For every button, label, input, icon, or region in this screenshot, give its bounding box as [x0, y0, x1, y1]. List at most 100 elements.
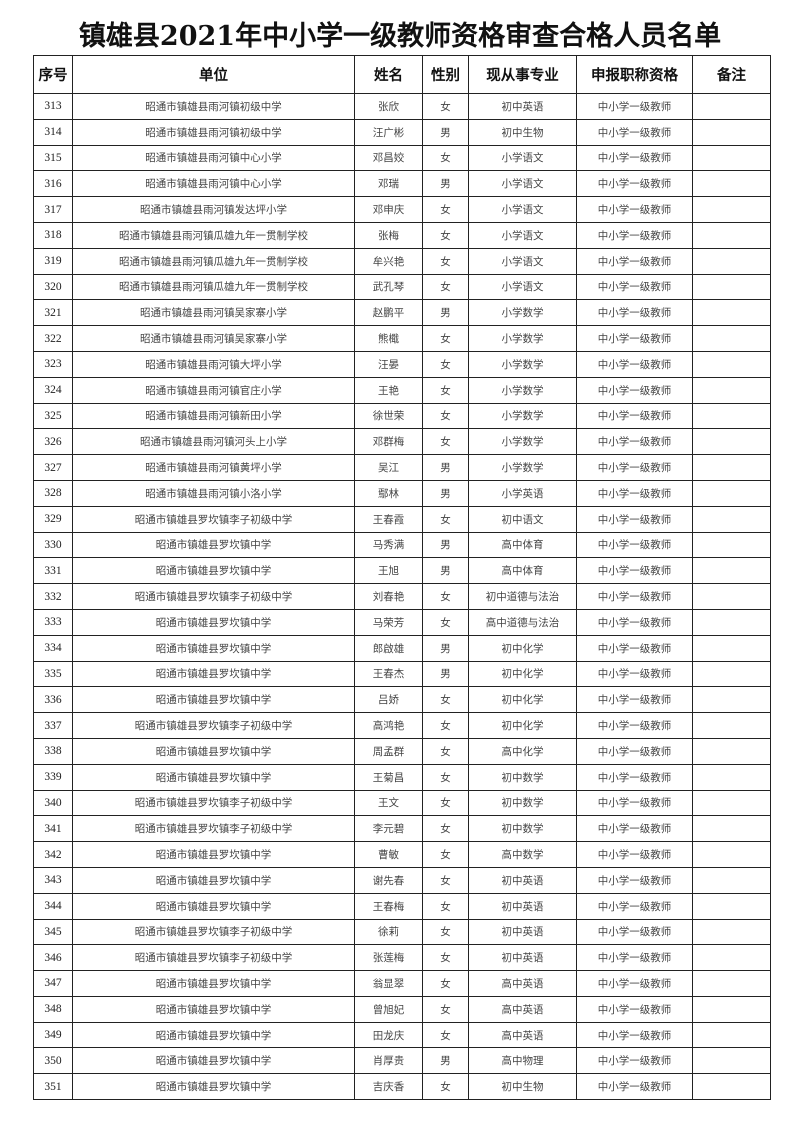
cell-applied-title: 中小学一级教师 — [576, 583, 693, 610]
cell-current-subject: 初中数学 — [468, 763, 577, 791]
cell-name: 王艳 — [354, 376, 423, 404]
table-row: 346 昭通市镇雄县罗坎镇李子初级中学 张莲梅女初中英语 中小学一级教师 — [33, 944, 771, 972]
cell-name: 王菊昌 — [354, 763, 423, 791]
cell-unit: 昭通市镇雄县罗坎镇中学 — [72, 866, 355, 894]
cell-remarks — [692, 376, 771, 404]
header-gender: 性别 — [422, 55, 469, 94]
cell-gender: 女 — [422, 712, 469, 739]
table-row: 324 昭通市镇雄县雨河镇官庄小学 王艳女小学数学 中小学一级教师 — [33, 376, 771, 404]
cell-current-subject: 小学数学 — [468, 402, 577, 430]
cell-name: 曾旭妃 — [354, 995, 423, 1023]
cell-unit: 昭通市镇雄县罗坎镇李子初级中学 — [72, 712, 355, 739]
cell-current-subject: 高中化学 — [468, 737, 577, 765]
cell-unit: 昭通市镇雄县罗坎镇李子初级中学 — [72, 815, 355, 843]
cell-serial-number: 316 — [33, 170, 73, 198]
cell-serial-number: 319 — [33, 247, 73, 275]
cell-gender: 女 — [422, 1021, 469, 1049]
cell-applied-title: 中小学一级教师 — [576, 712, 693, 739]
table-row: 323 昭通市镇雄县雨河镇大坪小学 汪晏女小学数学 中小学一级教师 — [33, 350, 771, 378]
cell-unit: 昭通市镇雄县雨河镇黄坪小学 — [72, 454, 355, 481]
cell-remarks — [692, 557, 771, 585]
cell-gender: 女 — [422, 995, 469, 1023]
cell-gender: 男 — [422, 660, 469, 688]
cell-current-subject: 初中数学 — [468, 815, 577, 843]
cell-applied-title: 中小学一级教师 — [576, 1073, 693, 1101]
table-row: 315 昭通市镇雄县雨河镇中心小学 邓昌姣女小学语文 中小学一级教师 — [33, 144, 771, 172]
cell-gender: 男 — [422, 170, 469, 198]
cell-gender: 男 — [422, 557, 469, 585]
cell-applied-title: 中小学一级教师 — [576, 273, 693, 301]
cell-current-subject: 初中生物 — [468, 118, 577, 146]
cell-applied-title: 中小学一级教师 — [576, 892, 693, 920]
cell-name: 谢先春 — [354, 866, 423, 894]
cell-serial-number: 331 — [33, 557, 73, 585]
cell-name: 张莲梅 — [354, 944, 423, 972]
cell-remarks — [692, 144, 771, 172]
cell-serial-number: 322 — [33, 325, 73, 352]
cell-remarks — [692, 737, 771, 765]
cell-applied-title: 中小学一级教师 — [576, 634, 693, 662]
cell-remarks — [692, 221, 771, 249]
cell-current-subject: 高中体育 — [468, 531, 577, 559]
cell-applied-title: 中小学一级教师 — [576, 944, 693, 972]
table-row: 330 昭通市镇雄县罗坎镇中学 马秀满男高中体育 中小学一级教师 — [33, 531, 771, 559]
cell-remarks — [692, 763, 771, 791]
cell-current-subject: 初中化学 — [468, 686, 577, 714]
cell-unit: 昭通市镇雄县罗坎镇李子初级中学 — [72, 918, 355, 946]
table-row: 342 昭通市镇雄县罗坎镇中学 曹敏女高中数学 中小学一级教师 — [33, 841, 771, 868]
cell-remarks — [692, 712, 771, 739]
cell-unit: 昭通市镇雄县雨河镇发达坪小学 — [72, 196, 355, 223]
cell-current-subject: 高中道德与法治 — [468, 608, 577, 636]
cell-unit: 昭通市镇雄县罗坎镇李子初级中学 — [72, 583, 355, 610]
cell-gender: 男 — [422, 1047, 469, 1075]
cell-current-subject: 初中数学 — [468, 789, 577, 817]
cell-remarks — [692, 944, 771, 972]
cell-current-subject: 初中化学 — [468, 712, 577, 739]
cell-unit: 昭通市镇雄县雨河镇大坪小学 — [72, 350, 355, 378]
cell-gender: 女 — [422, 944, 469, 972]
cell-name: 熊檝 — [354, 325, 423, 352]
table-row: 317 昭通市镇雄县雨河镇发达坪小学 邓申庆女小学语文 中小学一级教师 — [33, 196, 771, 223]
table-row: 349 昭通市镇雄县罗坎镇中学 田龙庆女高中英语 中小学一级教师 — [33, 1021, 771, 1049]
cell-remarks — [692, 660, 771, 688]
cell-current-subject: 小学语文 — [468, 273, 577, 301]
cell-remarks — [692, 1047, 771, 1075]
header-serial-number: 序号 — [33, 55, 73, 94]
cell-serial-number: 333 — [33, 608, 73, 636]
cell-serial-number: 347 — [33, 970, 73, 997]
cell-remarks — [692, 170, 771, 198]
cell-remarks — [692, 402, 771, 430]
cell-current-subject: 小学语文 — [468, 247, 577, 275]
cell-name: 高鸿艳 — [354, 712, 423, 739]
cell-remarks — [692, 454, 771, 481]
cell-unit: 昭通市镇雄县雨河镇官庄小学 — [72, 376, 355, 404]
table-row: 335 昭通市镇雄县罗坎镇中学 王春杰男初中化学 中小学一级教师 — [33, 660, 771, 688]
cell-gender: 男 — [422, 118, 469, 146]
cell-applied-title: 中小学一级教师 — [576, 221, 693, 249]
cell-serial-number: 343 — [33, 866, 73, 894]
cell-unit: 昭通市镇雄县雨河镇初级中学 — [72, 93, 355, 120]
cell-remarks — [692, 479, 771, 507]
cell-serial-number: 329 — [33, 505, 73, 533]
cell-applied-title: 中小学一级教师 — [576, 402, 693, 430]
cell-gender: 男 — [422, 299, 469, 327]
cell-current-subject: 初中化学 — [468, 660, 577, 688]
cell-applied-title: 中小学一级教师 — [576, 350, 693, 378]
cell-remarks — [692, 273, 771, 301]
cell-gender: 女 — [422, 247, 469, 275]
cell-name: 肖厚贵 — [354, 1047, 423, 1075]
cell-current-subject: 小学语文 — [468, 221, 577, 249]
cell-current-subject: 高中英语 — [468, 995, 577, 1023]
cell-unit: 昭通市镇雄县雨河镇小洛小学 — [72, 479, 355, 507]
cell-applied-title: 中小学一级教师 — [576, 247, 693, 275]
table-row: 350 昭通市镇雄县罗坎镇中学 肖厚贵男高中物理 中小学一级教师 — [33, 1047, 771, 1075]
cell-gender: 男 — [422, 454, 469, 481]
cell-applied-title: 中小学一级教师 — [576, 1021, 693, 1049]
cell-name: 张梅 — [354, 221, 423, 249]
cell-unit: 昭通市镇雄县罗坎镇中学 — [72, 686, 355, 714]
table-row: 326 昭通市镇雄县雨河镇河头上小学 邓群梅女小学数学 中小学一级教师 — [33, 428, 771, 456]
cell-name: 王春梅 — [354, 892, 423, 920]
cell-name: 汪晏 — [354, 350, 423, 378]
cell-current-subject: 初中英语 — [468, 93, 577, 120]
cell-current-subject: 初中英语 — [468, 944, 577, 972]
